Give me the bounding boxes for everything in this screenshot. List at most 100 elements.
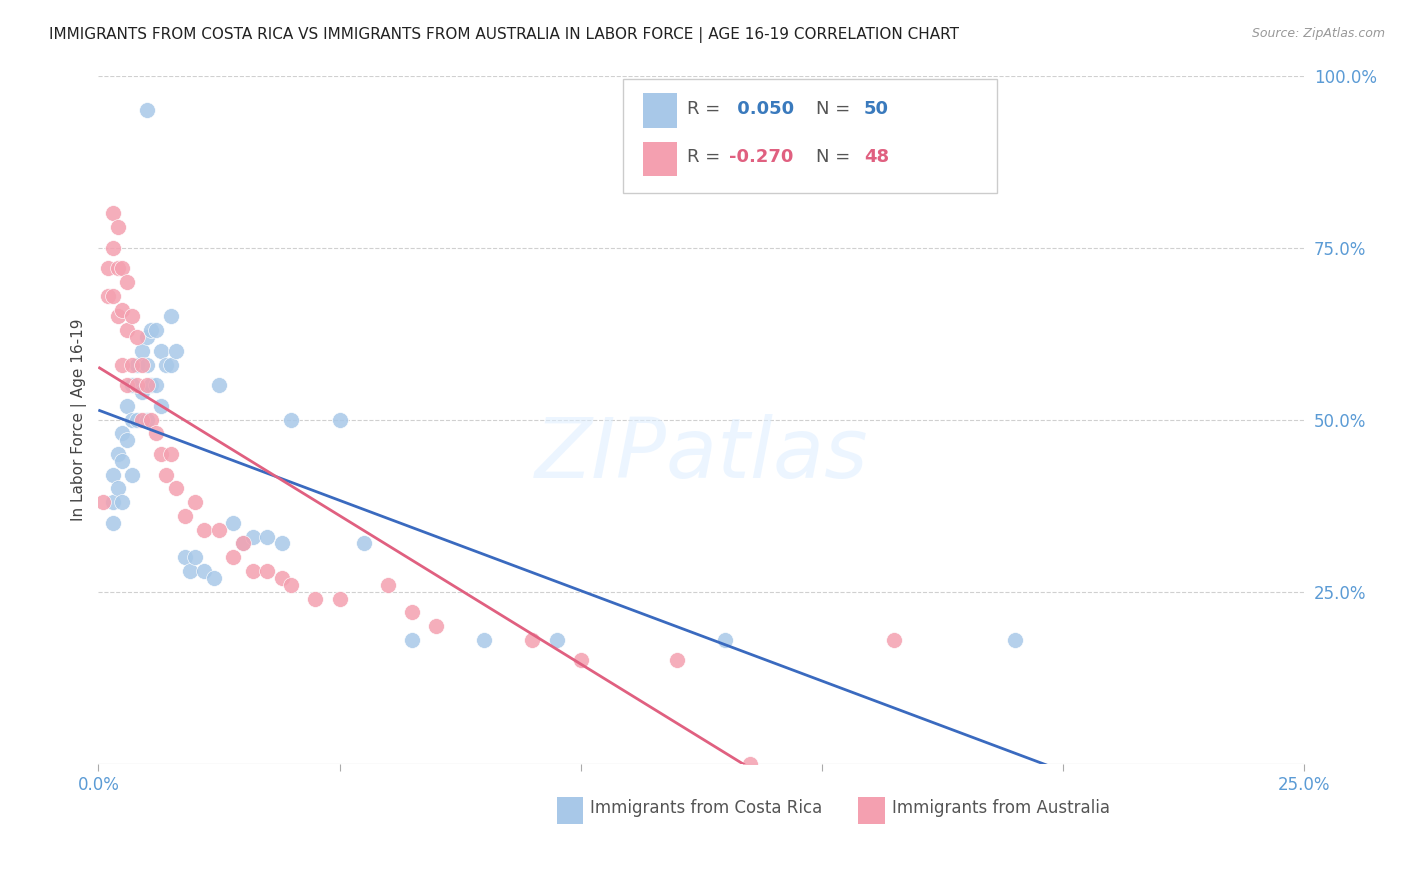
Point [131,412,153,426]
Point [145,323,167,337]
Point [179,564,201,578]
Point [107,447,129,461]
Text: 50: 50 [865,100,889,118]
Point [141,378,163,392]
Point [101,206,124,220]
Text: ZIPatlas: ZIPatlas [534,414,868,494]
Text: Immigrants from Australia: Immigrants from Australia [891,799,1109,817]
Point [256,530,278,544]
Text: 48: 48 [865,148,889,166]
Point [131,343,153,358]
Point [159,358,181,372]
Point [256,564,278,578]
Point [117,275,139,289]
Bar [644,142,678,176]
Point [232,536,254,550]
Point [304,591,326,606]
Point [97,261,120,276]
Point [232,536,254,550]
Point [111,454,134,468]
Bar [644,94,678,128]
Text: Immigrants from Costa Rica: Immigrants from Costa Rica [591,799,823,817]
Point [121,378,143,392]
Point [145,378,167,392]
Point [1004,632,1026,647]
Point [150,447,173,461]
Point [150,343,173,358]
Point [328,412,350,426]
Point [666,653,689,667]
Point [101,467,124,482]
Point [714,632,737,647]
Point [101,516,124,530]
Point [135,358,157,372]
Point [135,330,157,344]
Point [270,536,292,550]
Point [131,358,153,372]
Point [111,261,134,276]
Point [111,302,134,317]
Point [91,495,114,509]
Point [97,289,120,303]
Point [165,482,187,496]
Text: Source: ZipAtlas.com: Source: ZipAtlas.com [1251,27,1385,40]
Point [150,399,173,413]
Point [353,536,375,550]
Y-axis label: In Labor Force | Age 16-19: In Labor Force | Age 16-19 [72,318,87,521]
Point [222,516,245,530]
Text: IMMIGRANTS FROM COSTA RICA VS IMMIGRANTS FROM AUSTRALIA IN LABOR FORCE | AGE 16-: IMMIGRANTS FROM COSTA RICA VS IMMIGRANTS… [49,27,959,43]
Point [101,289,124,303]
Point [738,756,761,771]
Text: 0.050: 0.050 [731,100,794,118]
Point [141,412,163,426]
Point [425,619,447,633]
Point [117,399,139,413]
Point [208,523,231,537]
Point [159,447,181,461]
Point [242,530,264,544]
Point [270,571,292,585]
Point [193,564,215,578]
Point [401,632,423,647]
Point [111,426,134,441]
Point [280,412,302,426]
Point [242,564,264,578]
Point [125,330,148,344]
Point [165,343,187,358]
Point [377,578,399,592]
Point [569,653,592,667]
Point [883,632,905,647]
Point [107,482,129,496]
Point [101,495,124,509]
Point [111,358,134,372]
Text: N =: N = [815,100,856,118]
Point [145,426,167,441]
Point [107,310,129,324]
Point [135,412,157,426]
Point [117,434,139,448]
Point [159,310,181,324]
Point [117,378,139,392]
Text: R =: R = [686,148,725,166]
Text: R =: R = [686,100,725,118]
Point [184,495,207,509]
Text: N =: N = [815,148,856,166]
Point [111,495,134,509]
Point [174,508,197,523]
Point [107,219,129,234]
Point [155,358,177,372]
Point [401,605,423,619]
Point [135,378,157,392]
Point [117,323,139,337]
Point [131,385,153,400]
Point [121,467,143,482]
Point [174,550,197,565]
Point [155,467,177,482]
Point [125,412,148,426]
Point [546,632,568,647]
Point [101,241,124,255]
FancyBboxPatch shape [623,79,997,193]
Text: -0.270: -0.270 [730,148,793,166]
Point [107,261,129,276]
Bar [557,797,583,823]
